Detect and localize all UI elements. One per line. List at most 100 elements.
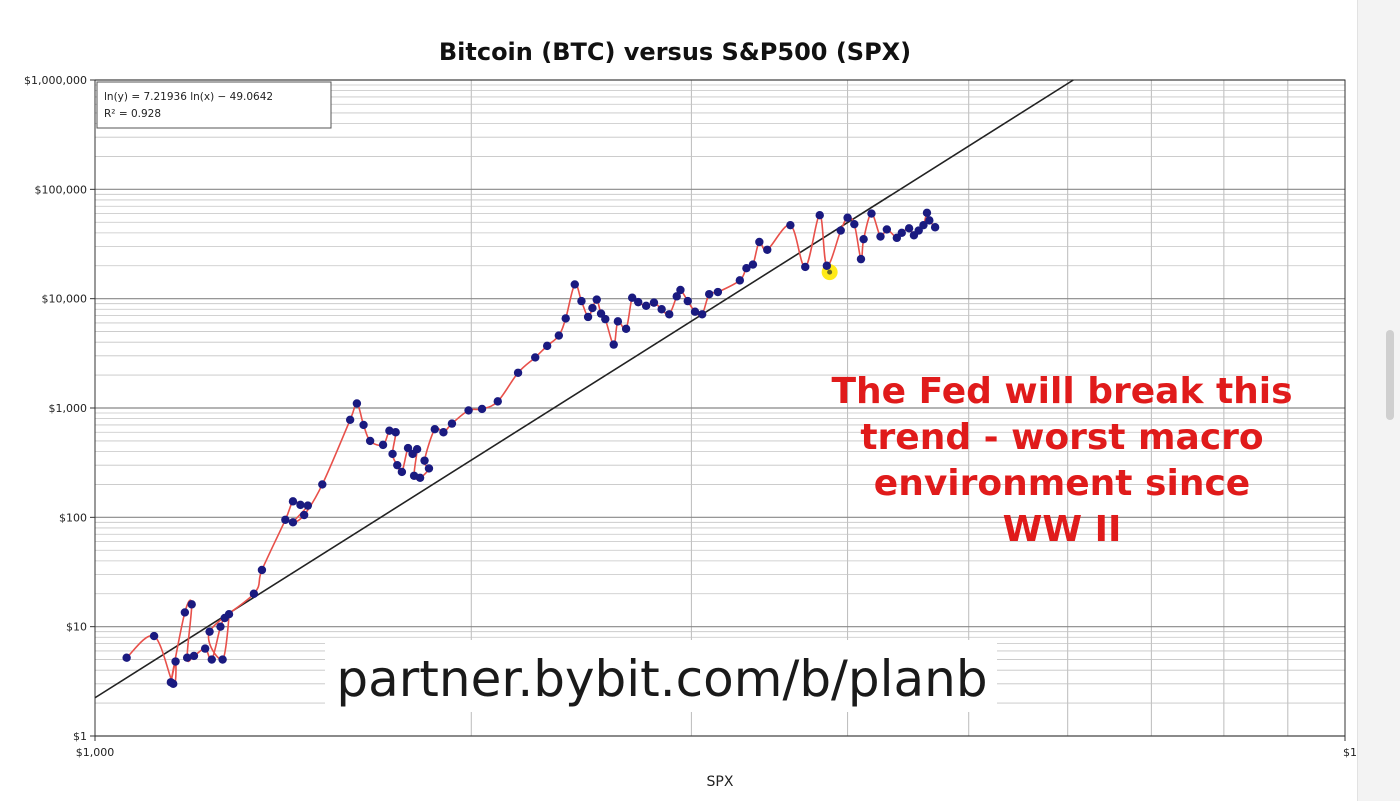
data-point [609, 340, 618, 349]
data-point [424, 464, 434, 473]
data-point [621, 324, 631, 334]
data-point [318, 480, 327, 489]
data-point [705, 289, 714, 299]
watermark: partner.bybit.com/b/planb [325, 640, 997, 712]
data-point [288, 497, 298, 506]
data-point [676, 285, 685, 295]
y-tick-label: $100,000 [35, 183, 88, 196]
data-point [415, 473, 425, 482]
chart-title: Bitcoin (BTC) versus S&P500 (SPX) [439, 38, 911, 66]
data-point [904, 224, 914, 233]
data-point [554, 331, 564, 340]
scrollbar[interactable] [1357, 0, 1400, 801]
data-point [748, 260, 758, 269]
data-point [378, 440, 388, 450]
data-point [882, 225, 892, 234]
data-point [412, 444, 422, 454]
data-point [182, 653, 192, 662]
regression-r-squared: R² = 0.928 [104, 108, 161, 120]
data-point [397, 467, 407, 477]
data-point [592, 295, 601, 304]
data-point [815, 210, 824, 220]
data-point [249, 589, 259, 598]
data-point [588, 303, 597, 313]
data-point [542, 341, 552, 351]
data-point [477, 404, 487, 414]
data-point [187, 600, 196, 609]
data-point [393, 460, 402, 470]
y-tick-label: $10 [66, 621, 87, 634]
data-point [207, 655, 216, 664]
data-point [786, 220, 795, 230]
regression-legend: ln(y) = 7.21936 ln(x) − 49.0642 R² = 0.9… [96, 81, 332, 129]
data-point [296, 500, 305, 510]
regression-trend-line [94, 79, 1074, 699]
annotation-line: trend - worst macro [860, 417, 1263, 458]
highlight-point-center [827, 269, 833, 275]
data-point [365, 436, 375, 446]
annotation-text: The Fed will break this trend - worst mac… [831, 371, 1292, 550]
x-tick-label: $1,000 [76, 746, 115, 759]
data-point [583, 312, 593, 322]
data-point [735, 276, 745, 285]
data-point [166, 678, 176, 687]
data-point [657, 305, 666, 314]
data-point [690, 307, 700, 316]
data-point [742, 263, 751, 273]
data-point [641, 301, 651, 311]
data-point [876, 232, 885, 241]
data-point [843, 213, 852, 222]
data-point [189, 651, 199, 661]
data-point [801, 262, 810, 272]
data-point [303, 501, 313, 510]
data-point [171, 657, 180, 666]
data-point [345, 415, 355, 424]
data-point [577, 296, 586, 306]
data-point [205, 627, 214, 636]
data-point [513, 368, 523, 377]
data-point [919, 220, 928, 230]
data-point [922, 208, 932, 218]
y-tick-label: $1,000,000 [24, 74, 87, 87]
y-tick-label: $10,000 [42, 293, 88, 306]
data-point [216, 622, 225, 631]
data-point [388, 449, 397, 459]
data-point [683, 296, 692, 306]
data-point [763, 245, 772, 254]
y-tick-label: $1,000 [49, 402, 88, 415]
data-point [634, 297, 643, 307]
annotation-line: environment since [874, 463, 1250, 504]
data-point [391, 428, 400, 437]
data-point [531, 353, 540, 362]
series-point-layer [122, 208, 940, 689]
data-point [856, 254, 866, 264]
chart-svg: Bitcoin (BTC) versus S&P500 (SPX) $1 $10 $… [24, 38, 1389, 790]
data-point [299, 510, 309, 520]
data-point [352, 399, 362, 408]
data-point [493, 397, 502, 406]
data-point [822, 261, 832, 270]
y-tick-label: $1 [73, 730, 87, 743]
data-point [649, 298, 659, 307]
data-point [149, 631, 159, 641]
data-point [257, 565, 267, 575]
data-point [859, 234, 868, 244]
data-point [180, 608, 190, 617]
regression-equation: ln(y) = 7.21936 ln(x) − 49.0642 [104, 91, 273, 103]
data-point [925, 216, 934, 225]
annotation-line: WW II [1003, 509, 1122, 550]
data-point [288, 518, 298, 527]
data-point [613, 317, 623, 326]
data-point [464, 406, 473, 415]
data-point [665, 310, 674, 319]
annotation-line: The Fed will break this [831, 371, 1292, 412]
data-point [403, 443, 413, 453]
data-point [930, 223, 940, 232]
data-point [867, 209, 876, 218]
watermark-text: partner.bybit.com/b/planb [336, 650, 987, 708]
data-point [601, 314, 610, 324]
data-point [850, 219, 859, 229]
data-point [755, 237, 764, 247]
scroll-thumb[interactable] [1386, 330, 1394, 420]
